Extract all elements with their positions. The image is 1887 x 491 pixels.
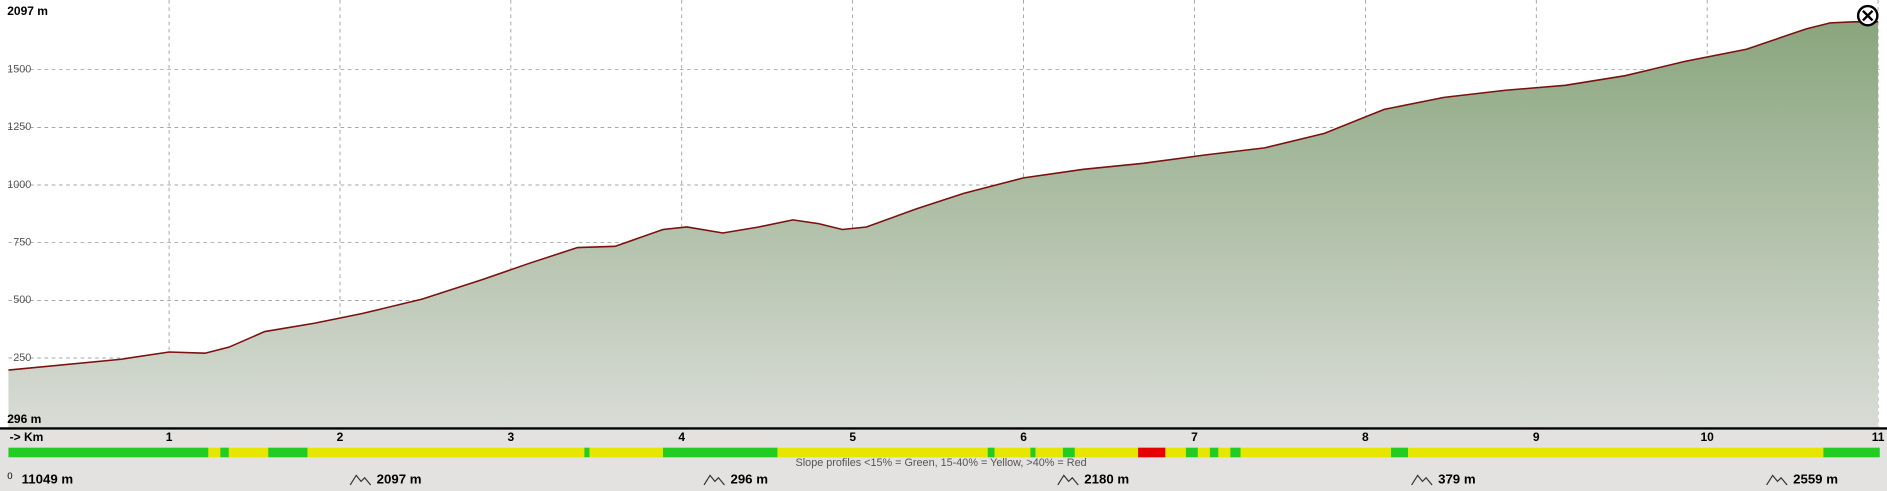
footer-band <box>0 429 1887 491</box>
slope-legend: Slope profiles <15% = Green, 15-40% = Ye… <box>796 457 1087 469</box>
y-tick-label: 1500 <box>7 64 31 76</box>
x-tick-label: 2 <box>337 430 344 444</box>
close-icon[interactable] <box>1862 9 1874 22</box>
corner-label: 0 <box>7 471 12 482</box>
slope-segment <box>268 447 308 458</box>
slope-segment <box>228 447 269 458</box>
x-tick-label: 6 <box>1020 430 1027 444</box>
area <box>8 21 1879 428</box>
profile-line <box>8 20 1879 371</box>
slope-segment <box>1823 447 1880 458</box>
x-tick-label: 1 <box>166 430 173 444</box>
slope-segment <box>662 447 778 458</box>
stat-value: 2559 m <box>1793 472 1838 487</box>
stat-icon <box>1057 474 1079 486</box>
slope-segment <box>1062 447 1075 458</box>
x-tick-label: 5 <box>849 430 856 444</box>
slope-segment <box>584 447 590 458</box>
stat-value: 379 m <box>1438 472 1475 487</box>
stat-value: 2180 m <box>1084 472 1129 487</box>
slope-segment <box>1197 447 1210 458</box>
x-tick-label: 9 <box>1533 430 1540 444</box>
stat-value: 2097 m <box>377 472 422 487</box>
x-tick-label: 4 <box>678 430 685 444</box>
slope-segment <box>1230 447 1241 458</box>
slope-segment <box>208 447 221 458</box>
stat-value: 296 m <box>730 472 767 487</box>
slope-segment <box>307 447 585 458</box>
slope-segment <box>994 447 1031 458</box>
min-label: 296 m <box>7 412 41 426</box>
x-tick-label: 3 <box>508 430 515 444</box>
slope-segment <box>1074 447 1139 458</box>
slope-segment <box>8 447 209 458</box>
y-tick-label: 750 <box>13 237 31 249</box>
slope-segment <box>1391 447 1409 458</box>
slope-segment <box>1030 447 1036 458</box>
stat-icon <box>1766 474 1788 486</box>
slope-segment <box>1209 447 1219 458</box>
close-button[interactable] <box>1856 4 1879 27</box>
x-axis-label: -> Km <box>10 430 44 444</box>
y-tick-label: 1000 <box>7 179 31 191</box>
x-tick-label: 7 <box>1191 430 1198 444</box>
max-label: 2097 m <box>7 4 48 18</box>
slope-segment <box>987 447 995 458</box>
slope-segment <box>589 447 663 458</box>
slope-segment <box>1240 447 1392 458</box>
slope-segment <box>1185 447 1198 458</box>
slope-segment <box>1165 447 1186 458</box>
x-tick-label: 11 <box>1872 430 1885 444</box>
y-tick-label: 1250 <box>7 121 31 133</box>
stat-icon <box>703 474 725 486</box>
stat-value: 11049 m <box>22 472 73 487</box>
slope-segment <box>777 447 988 458</box>
slope-segment <box>1138 447 1166 458</box>
slope-segment <box>1408 447 1824 458</box>
stat-icon <box>349 474 372 486</box>
x-tick-label: 8 <box>1362 430 1369 444</box>
slope-segment <box>1218 447 1231 458</box>
stat-icon <box>1411 474 1433 486</box>
y-tick-label: 250 <box>13 352 31 364</box>
x-tick-label: 10 <box>1700 430 1714 444</box>
slope-segment <box>220 447 229 458</box>
y-tick-label: 500 <box>13 294 31 306</box>
slope-segment <box>1035 447 1063 458</box>
